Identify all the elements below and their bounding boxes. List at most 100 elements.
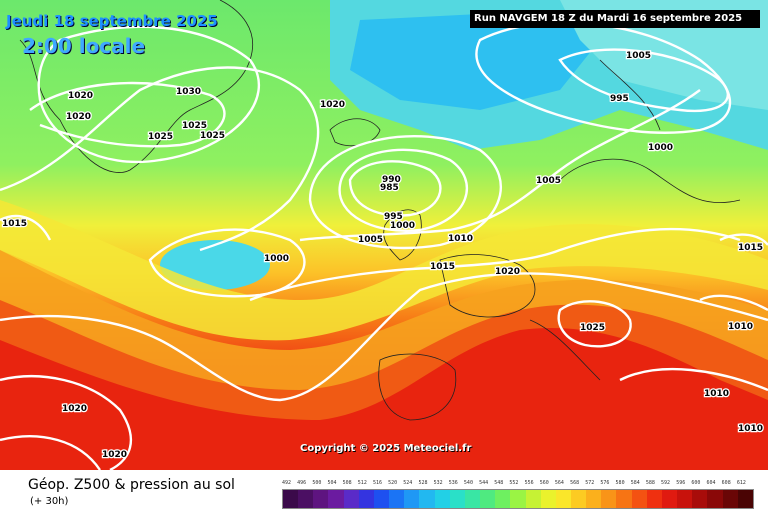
scale-label: 568 (570, 480, 580, 486)
isobar-labels: 1020 1020 1030 1025 1025 1025 1020 1005 … (1, 50, 765, 462)
scale-label: 508 (342, 480, 352, 486)
scale-swatch (722, 490, 738, 508)
scale-swatch (464, 490, 481, 508)
isobar-995-low (338, 148, 468, 232)
model-run-info: Run NAVGEM 18 Z du Mardi 16 septembre 20… (470, 10, 760, 28)
scale-swatch (540, 490, 556, 508)
scale-label: 540 (463, 480, 473, 486)
forecast-lead-time: (+ 30h) (30, 496, 69, 507)
isobar-label: 1025 (148, 132, 173, 142)
scale-label: 588 (645, 480, 655, 486)
scale-swatch (419, 490, 435, 508)
forecast-date: Jeudi 18 septembre 2025 (6, 12, 218, 30)
isobar-1020-south (0, 272, 768, 402)
isobar-label: 1015 (738, 243, 763, 253)
isobar-label: 1000 (390, 221, 415, 231)
scale-swatch (495, 490, 511, 508)
scale-swatch (449, 490, 465, 508)
scale-label: 532 (433, 480, 443, 486)
warm-band-yellow (0, 200, 768, 341)
isobar-1005 (299, 89, 701, 242)
italy-coast (529, 319, 601, 381)
legend-title: Géop. Z500 & pression au sol (28, 477, 235, 493)
isobar-990-scandinavia (558, 48, 729, 113)
isobar-label: 1000 (648, 143, 673, 153)
scale-label: 584 (630, 480, 640, 486)
isobar-label: 995 (384, 212, 403, 222)
isobar-label: 1020 (68, 91, 93, 101)
scale-swatch (601, 490, 617, 508)
scale-label: 576 (600, 480, 610, 486)
scale-swatch (343, 490, 359, 508)
scale-label: 548 (494, 480, 504, 486)
scale-swatch (737, 490, 753, 508)
scale-label: 528 (418, 480, 428, 486)
isobar-label: 1015 (430, 262, 455, 272)
scale-swatch (616, 490, 632, 508)
legend-footer: Géop. Z500 & pression au sol (+ 30h) 492… (0, 470, 768, 512)
isobar-1015 (249, 227, 741, 302)
scale-label: 604 (706, 480, 716, 486)
isobars (0, 21, 768, 470)
greenland-coast (19, 0, 254, 173)
isobar-1020-sw (0, 375, 132, 470)
weather-map: 1020 1020 1030 1025 1025 1025 1020 1005 … (0, 0, 768, 470)
baltic-coast (559, 158, 741, 204)
isobar-990-low (348, 160, 442, 217)
scale-swatch (389, 490, 405, 508)
isobar-1000-low (308, 135, 502, 250)
isobar-label: 1025 (182, 121, 207, 131)
isobar-label: 1020 (62, 404, 87, 414)
scale-label: 496 (297, 480, 307, 486)
scale-label: 592 (661, 480, 671, 486)
scale-label: 564 (554, 480, 564, 486)
scale-label: 536 (448, 480, 458, 486)
forecast-time: 2:00 locale (22, 34, 146, 58)
scale-swatch (692, 490, 708, 508)
isobar-label: 1005 (626, 51, 651, 61)
iberia-coast (378, 353, 457, 421)
isobar-1020-north (0, 66, 320, 252)
isobar-label: 990 (382, 175, 401, 185)
isobar-1010-ne (699, 294, 768, 312)
isobar-1025-greenland (29, 81, 226, 148)
scale-label: 556 (524, 480, 534, 486)
isobar-1010-east (619, 367, 768, 392)
isobar-label: 1005 (358, 235, 383, 245)
color-scale-labels: 492 496 500 504 508 512 516 520 524 528 532 536 540 5… (280, 480, 760, 488)
isobar-label: 1020 (66, 112, 91, 122)
scale-label: 516 (372, 480, 382, 486)
scale-swatch (313, 490, 329, 508)
scale-swatch (677, 490, 693, 508)
scale-label: 596 (676, 480, 686, 486)
isobar-label: 1025 (200, 131, 225, 141)
isobar-label: 1010 (738, 424, 763, 434)
isobar-label: 1030 (176, 87, 201, 97)
isobar-1030-greenland (37, 25, 261, 164)
isobar-1015-east (719, 233, 768, 246)
scale-swatch (707, 490, 723, 508)
british-isles-coast (383, 209, 422, 261)
scale-swatch (298, 490, 314, 508)
scale-swatch (283, 490, 299, 508)
coastlines (19, 0, 741, 421)
copyright-notice: Copyright © 2025 Meteociel.fr (300, 443, 472, 454)
isobar-1020-sw-2 (0, 435, 101, 470)
scale-swatch (480, 490, 496, 508)
scale-label: 520 (388, 480, 398, 486)
isobar-label: 1020 (320, 100, 345, 110)
scale-swatch (661, 490, 678, 508)
scale-swatch (525, 490, 541, 508)
scale-swatch (570, 490, 587, 508)
scale-label: 572 (585, 480, 595, 486)
scale-swatch (555, 490, 571, 508)
color-scale (282, 489, 754, 509)
cold-core-north (350, 10, 600, 110)
scale-label: 492 (282, 480, 292, 486)
isobar-1015-west (0, 214, 52, 241)
isobar-label: 1020 (102, 450, 127, 460)
scale-swatch (434, 490, 450, 508)
scale-swatch (404, 490, 420, 508)
isobar-label: 1015 (2, 219, 27, 229)
scale-label: 500 (312, 480, 322, 486)
